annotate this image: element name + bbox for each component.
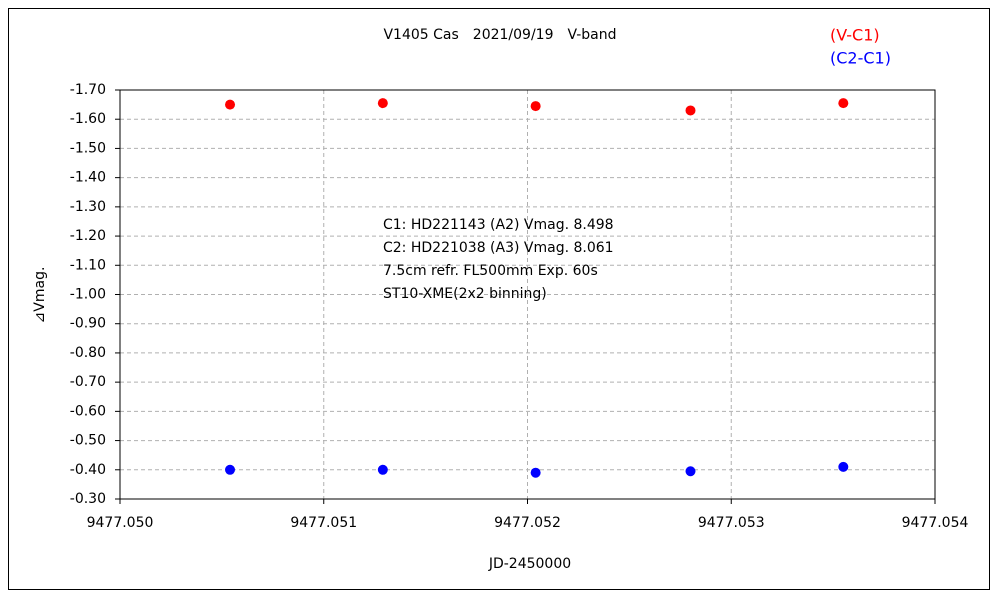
y-tick-label: -1.40	[70, 170, 106, 186]
y-tick-label: -0.70	[70, 374, 106, 390]
annotation: C2: HD221038 (A3) Vmag. 8.061	[383, 240, 614, 256]
chart-frame	[8, 8, 990, 590]
x-tick-label: 9477.051	[290, 515, 357, 531]
y-tick-label: -0.60	[70, 403, 106, 419]
data-point	[530, 467, 541, 478]
data-point	[225, 99, 236, 110]
y-tick-label: -1.00	[70, 287, 106, 303]
data-point	[530, 101, 541, 112]
x-axis-label: JD-2450000	[488, 556, 571, 572]
x-tick-label: 9477.050	[87, 515, 154, 531]
plot-border	[119, 89, 936, 500]
data-point	[377, 98, 388, 109]
data-point	[685, 105, 696, 116]
annotation: ST10-XME(2x2 binning)	[383, 286, 547, 302]
y-tick-label: -0.50	[70, 433, 106, 449]
data-point	[838, 98, 849, 109]
data-point	[685, 466, 696, 477]
data-point	[838, 461, 849, 472]
y-tick-label: -1.50	[70, 140, 106, 156]
y-tick-label: -1.20	[70, 228, 106, 244]
y-tick-label: -1.30	[70, 199, 106, 215]
x-tick-label: 9477.054	[902, 515, 969, 531]
annotation: 7.5cm refr. FL500mm Exp. 60s	[383, 263, 598, 279]
y-tick-label: -0.40	[70, 462, 106, 478]
legend-entry: (C2-C1)	[830, 49, 891, 68]
y-axis-label: ⊿Vmag.	[32, 267, 48, 324]
x-tick-label: 9477.053	[698, 515, 765, 531]
y-tick-label: -1.60	[70, 111, 106, 127]
annotation: C1: HD221143 (A2) Vmag. 8.498	[383, 217, 614, 233]
data-point	[225, 464, 236, 475]
y-tick-label: -1.70	[70, 82, 106, 98]
data-point	[377, 464, 388, 475]
y-tick-label: -0.90	[70, 316, 106, 332]
y-tick-label: -0.30	[70, 491, 106, 507]
y-tick-label: -1.10	[70, 257, 106, 273]
chart-title: V1405 Cas 2021/09/19 V-band	[383, 27, 616, 43]
x-tick-label: 9477.052	[494, 515, 561, 531]
legend-entry: (V-C1)	[830, 26, 880, 45]
y-tick-label: -0.80	[70, 345, 106, 361]
